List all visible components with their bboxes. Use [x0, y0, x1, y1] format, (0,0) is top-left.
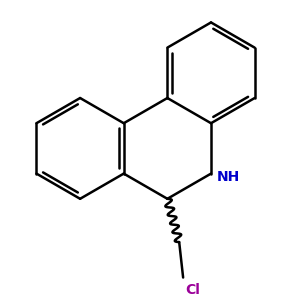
- Text: NH: NH: [217, 170, 240, 184]
- Text: Cl: Cl: [185, 284, 200, 297]
